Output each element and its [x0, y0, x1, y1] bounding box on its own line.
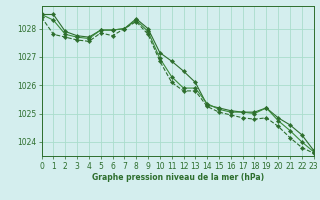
X-axis label: Graphe pression niveau de la mer (hPa): Graphe pression niveau de la mer (hPa)	[92, 173, 264, 182]
